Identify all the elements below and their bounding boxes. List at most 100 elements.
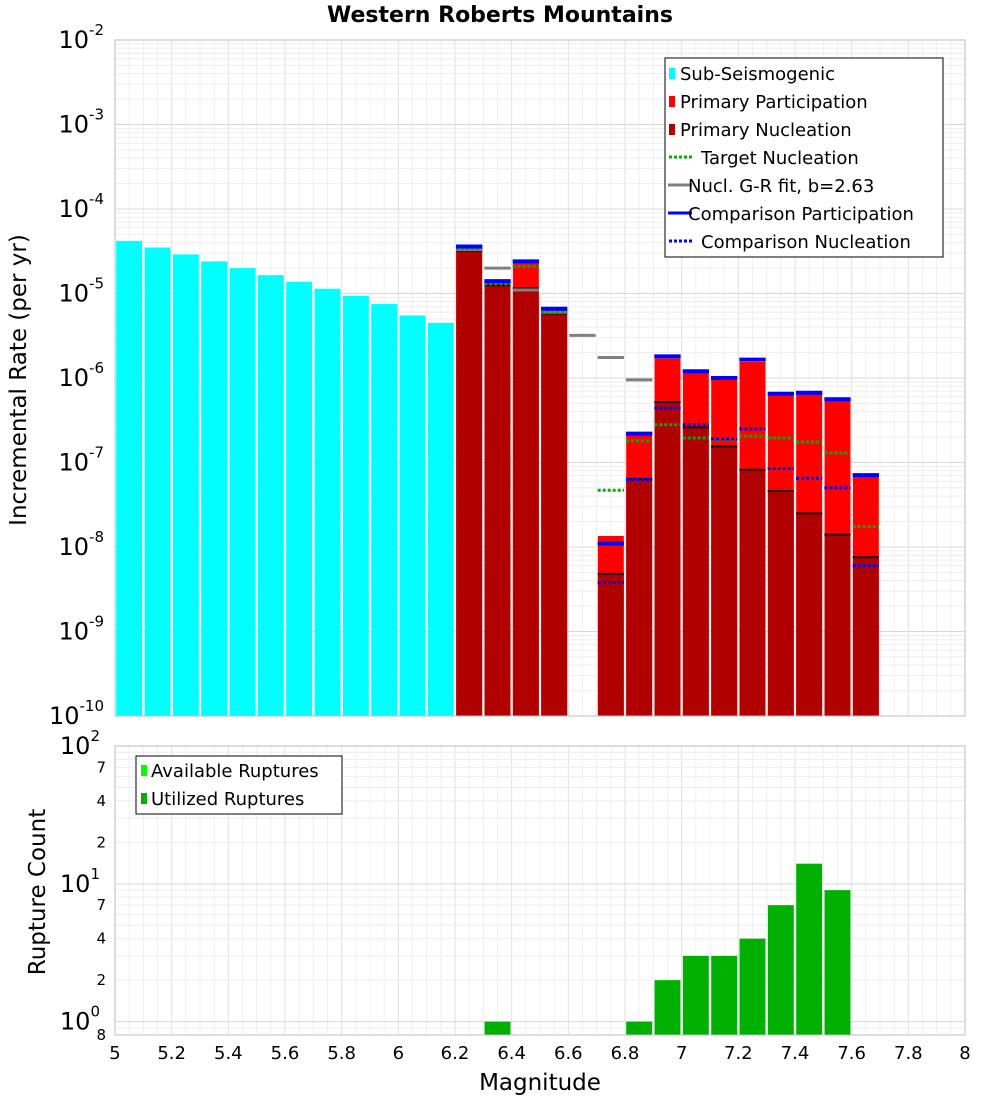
y-minor-tick-label: 7 <box>96 758 106 776</box>
primary-nucleation-bar <box>711 446 738 716</box>
x-tick-label: 7 <box>676 1043 687 1064</box>
x-tick-label: 6.4 <box>497 1043 526 1064</box>
top-plot-grid <box>114 40 966 717</box>
primary-nucleation-bar <box>597 573 624 716</box>
y-minor-tick-label: 2 <box>96 833 106 851</box>
y-tick-label: 10-6 <box>58 359 104 392</box>
x-tick-label: 6.8 <box>611 1043 640 1064</box>
x-tick-label: 7.6 <box>837 1043 866 1064</box>
x-tick-label: 6.2 <box>441 1043 470 1064</box>
top-legend-box <box>664 57 944 258</box>
top-plot-lines <box>456 244 879 585</box>
x-tick-label: 8 <box>959 1043 970 1064</box>
sub-seismogenic-bar <box>257 275 284 716</box>
x-tick-label: 6 <box>393 1043 404 1064</box>
sub-seismogenic-bar <box>342 295 369 716</box>
top-y-axis-label: Incremental Rate (per yr) <box>6 234 32 526</box>
primary-nucleation-bar <box>682 427 709 716</box>
legend-label: Comparison Nucleation <box>701 232 911 253</box>
primary-nucleation-bar <box>796 513 823 716</box>
primary-nucleation-bar <box>654 401 681 716</box>
utilized-ruptures-bar <box>654 980 681 1035</box>
bottom-plot-frame <box>114 745 966 1036</box>
y-tick-label: 10-2 <box>58 21 104 54</box>
legend-swatch <box>669 68 675 79</box>
primary-nucleation-bar <box>512 288 539 716</box>
legend-label: Sub-Seismogenic <box>680 64 835 85</box>
x-tick-label: 5.6 <box>271 1043 300 1064</box>
legend-label: Primary Participation <box>680 92 868 113</box>
top-plot-bars <box>116 240 879 716</box>
legend-label: Available Ruptures <box>151 761 319 782</box>
bottom-y-axis-label: Rupture Count <box>25 809 51 975</box>
y-tick-label: 10-5 <box>58 275 104 308</box>
sub-seismogenic-bar <box>201 261 228 716</box>
x-tick-label: 7.8 <box>894 1043 923 1064</box>
legend-swatch <box>669 124 675 135</box>
bottom-legend-box <box>135 755 343 815</box>
bottom-y-axis-ticks: 102 101 100 7 4 2 7 4 2 8 <box>60 727 106 1044</box>
y-tick-label: 10-8 <box>58 528 104 561</box>
legend-swatch <box>669 96 675 107</box>
utilized-ruptures-bar <box>796 863 823 1035</box>
primary-nucleation-bar <box>484 285 511 716</box>
utilized-ruptures-bar <box>484 1021 511 1035</box>
legend-label: Nucl. G-R fit, b=2.63 <box>688 176 874 197</box>
x-tick-label: 5.4 <box>214 1043 243 1064</box>
sub-seismogenic-bar <box>116 240 143 716</box>
y-minor-tick-label: 4 <box>96 792 106 810</box>
y-minor-tick-label: 2 <box>96 971 106 989</box>
bottom-legend: Available Ruptures Utilized Ruptures <box>135 755 343 815</box>
top-plot-frame <box>114 39 966 717</box>
y-tick-label: 10-10 <box>49 697 104 730</box>
y-tick-label: 10-3 <box>58 106 104 139</box>
sub-seismogenic-bar <box>286 281 313 716</box>
x-tick-label: 5.2 <box>157 1043 186 1064</box>
primary-nucleation-bar <box>739 469 766 716</box>
primary-nucleation-bar <box>767 490 794 716</box>
x-axis-label: Magnitude <box>479 1070 601 1096</box>
sub-seismogenic-bar <box>371 304 398 716</box>
y-tick-label: 100 <box>60 1003 100 1036</box>
x-tick-label: 7.4 <box>781 1043 810 1064</box>
utilized-ruptures-bar <box>711 955 738 1035</box>
primary-nucleation-bar <box>456 250 483 716</box>
bottom-plot-bars <box>484 863 851 1035</box>
legend-label: Comparison Participation <box>688 204 914 225</box>
y-tick-label: 10-4 <box>58 190 104 223</box>
utilized-ruptures-bar <box>824 890 851 1035</box>
primary-nucleation-bar <box>626 478 653 716</box>
chart-title: Western Roberts Mountains <box>327 3 673 28</box>
y-tick-label: 10-9 <box>58 613 104 646</box>
sub-seismogenic-bar <box>399 315 426 716</box>
x-tick-label: 6.6 <box>554 1043 583 1064</box>
sub-seismogenic-bar <box>144 247 171 716</box>
legend-swatch <box>141 793 147 804</box>
y-tick-label: 10-7 <box>58 444 104 477</box>
sub-seismogenic-bar <box>314 288 341 716</box>
legend-label: Utilized Ruptures <box>151 789 304 810</box>
sub-seismogenic-bar <box>427 322 454 716</box>
sub-seismogenic-bar <box>172 254 199 716</box>
y-tick-label: 102 <box>60 727 100 760</box>
x-axis-ticks: 5 5.2 5.4 5.6 5.8 6 6.2 6.4 6.6 6.8 7 7.2 7.4 7.6 7.8 8 <box>109 1043 970 1064</box>
y-minor-tick-label: 8 <box>96 1026 106 1044</box>
primary-nucleation-bar <box>541 313 568 716</box>
y-minor-tick-label: 4 <box>96 930 106 948</box>
utilized-ruptures-bar <box>767 905 794 1035</box>
sub-seismogenic-bar <box>229 268 256 716</box>
x-tick-label: 5 <box>109 1043 120 1064</box>
top-legend: Sub-Seismogenic Primary Participation Prim… <box>664 57 944 258</box>
primary-nucleation-bar <box>824 534 851 716</box>
legend-label: Primary Nucleation <box>680 120 852 141</box>
y-minor-tick-label: 7 <box>96 896 106 914</box>
legend-label: Target Nucleation <box>700 148 859 169</box>
utilized-ruptures-bar <box>682 955 709 1035</box>
x-tick-label: 5.8 <box>327 1043 356 1064</box>
primary-nucleation-bar <box>852 557 879 716</box>
y-tick-label: 101 <box>60 865 100 898</box>
legend-swatch <box>141 765 147 776</box>
x-tick-label: 7.2 <box>724 1043 753 1064</box>
top-y-axis-ticks: 10-2 10-3 10-4 10-5 10-6 10-7 10-8 10-9 10-10 <box>49 21 104 730</box>
